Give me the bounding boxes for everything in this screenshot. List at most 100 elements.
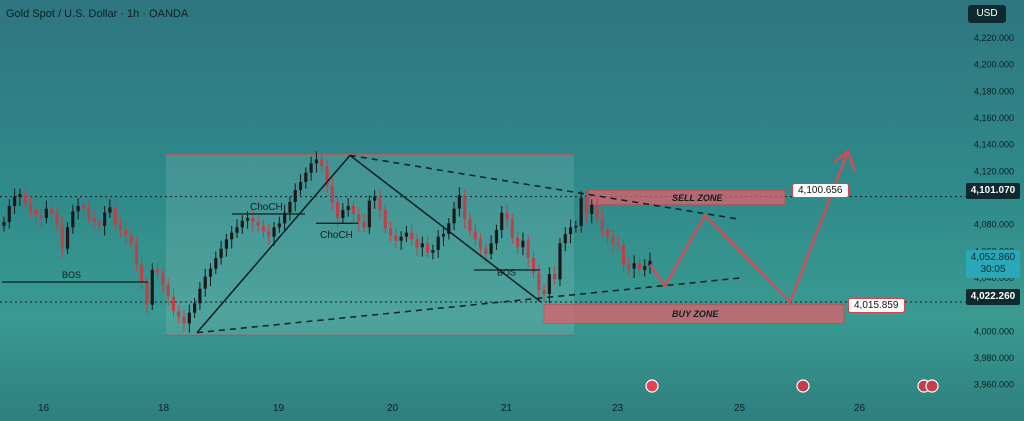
candle-body (616, 243, 620, 245)
buy-zone-label: BUY ZONE (672, 309, 719, 319)
choch-label-right: ChoCH (320, 230, 353, 241)
candle-body (404, 232, 409, 237)
projection-arrowhead (833, 149, 857, 172)
candle-body (140, 264, 144, 282)
x-axis-tick-label: 21 (501, 403, 513, 414)
candle-body (50, 208, 54, 214)
candle-body (7, 206, 11, 222)
y-axis-tick-label: 4,140.000 (974, 140, 1014, 150)
upper-level-axis-tag: 4,101.070 (966, 183, 1020, 199)
range-box (166, 154, 574, 336)
candle-body (97, 222, 101, 226)
candle-body (574, 226, 578, 228)
candle-body (129, 235, 133, 244)
candle-body (288, 202, 292, 213)
candle-body (441, 234, 446, 237)
y-axis-tick-label: 4,200.000 (974, 60, 1014, 70)
candle-body (161, 272, 165, 285)
candle-body (394, 235, 398, 241)
candle-body (526, 240, 530, 258)
candle-body (124, 230, 128, 236)
candle-body (150, 270, 154, 305)
current-price-tag: 4,052.860 30:05 (966, 250, 1020, 278)
candle-body (584, 198, 589, 214)
x-axis-tick-label: 20 (387, 403, 399, 414)
candle-body (283, 212, 287, 224)
candle-body (478, 239, 483, 249)
candle-body (468, 219, 472, 232)
x-axis-tick-label: 23 (612, 403, 624, 414)
candle-body (637, 263, 641, 270)
candle-body (388, 228, 393, 236)
x-axis-tick-label: 25 (734, 403, 746, 414)
candle-body (23, 194, 27, 204)
candle-body (219, 248, 223, 258)
candle-body (155, 270, 160, 273)
candle-body (378, 196, 382, 210)
candle-countdown: 30:05 (980, 264, 1006, 275)
candle-body (399, 236, 403, 241)
candle-body (410, 232, 414, 240)
candle-body (621, 244, 626, 265)
candle-body (261, 226, 266, 232)
candle-body (55, 214, 59, 225)
candle-body (420, 243, 424, 248)
candle-body (92, 218, 96, 222)
candle-body (452, 208, 456, 224)
projection-path (649, 150, 850, 304)
candle-body (542, 290, 546, 294)
candle-body (304, 172, 308, 182)
candle-body (600, 218, 604, 230)
candle-body (44, 208, 48, 218)
candle-body (272, 227, 276, 237)
lower-wedge-line (196, 277, 741, 334)
candle-body (484, 248, 488, 254)
choch-label-left: ChoCH (250, 202, 283, 213)
candle-body (415, 239, 419, 248)
candle-body (351, 206, 356, 214)
candle-body (145, 282, 149, 305)
candle-body (134, 243, 138, 265)
candle-body (595, 204, 599, 218)
currency-badge[interactable]: USD (968, 5, 1006, 23)
candle-body (203, 276, 207, 289)
y-axis-tick-label: 3,980.000 (974, 353, 1014, 363)
candle-body (516, 238, 520, 248)
candle-body (373, 196, 377, 201)
candle-body (208, 268, 213, 277)
y-axis-tick-label: 4,040.000 (974, 273, 1014, 283)
candle-body (537, 272, 541, 290)
candle-body (643, 266, 647, 270)
candle-body (224, 239, 228, 249)
candle-body (182, 316, 186, 324)
y-axis-tick-label: 4,120.000 (974, 166, 1014, 176)
candle-body (627, 264, 631, 269)
event-flag-icon (925, 379, 939, 393)
impulse-down-line (349, 154, 542, 303)
candle-body (606, 230, 610, 237)
candle-body (230, 232, 234, 240)
x-axis-tick-label: 19 (273, 403, 285, 414)
candle-body (431, 250, 435, 253)
candle-body (293, 190, 297, 202)
sell-zone-label: SELL ZONE (672, 193, 723, 203)
candle-body (214, 258, 218, 269)
y-axis-tick-label: 4,080.000 (974, 220, 1014, 230)
bos-label-right: BOS (497, 267, 516, 277)
candle-body (436, 236, 440, 250)
candle-body (611, 236, 615, 244)
sell-zone-price-tag: 4,100.656 (792, 183, 849, 198)
candle-body (18, 194, 22, 197)
y-axis-tick-label: 4,000.000 (974, 326, 1014, 336)
candle-body (320, 159, 324, 166)
buy-zone-price-tag: 4,015.859 (848, 298, 905, 313)
candle-body (65, 227, 70, 249)
impulse-up-line (196, 154, 351, 334)
candle-body (60, 224, 64, 249)
candle-body (563, 234, 567, 244)
candle-body (336, 202, 340, 218)
candle-body (341, 210, 345, 218)
candle-body (558, 243, 562, 280)
